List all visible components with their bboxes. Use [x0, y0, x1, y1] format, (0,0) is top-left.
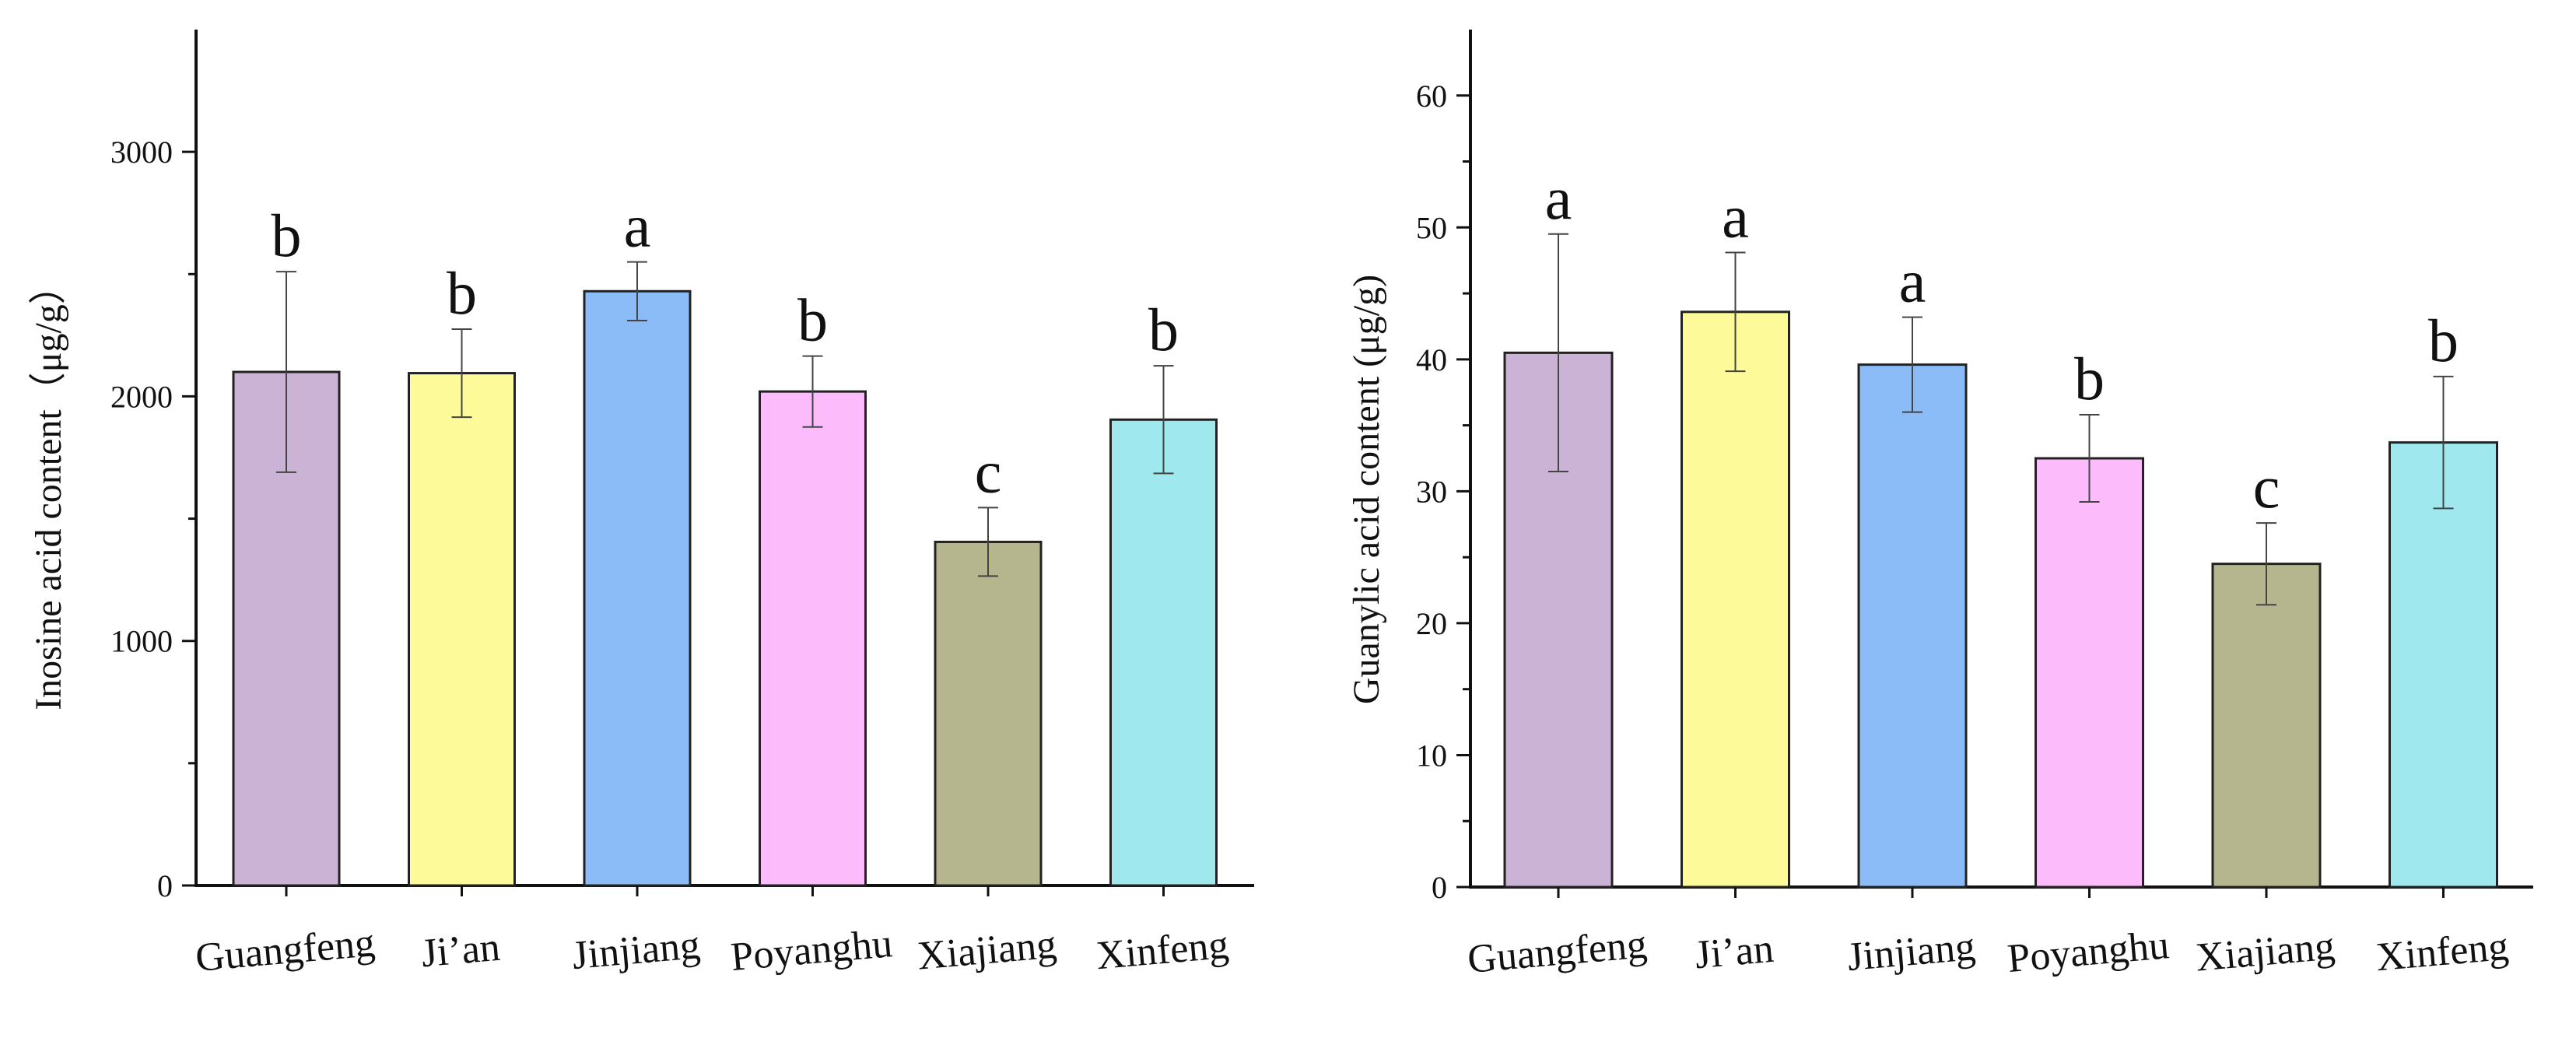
inosine-acid-chart: 0 1000 2000 3000 Inosine acid content（μg/g） b… [28, 30, 1254, 980]
y-axis-title: Guanylic acid content (μg/g) [1346, 275, 1387, 704]
significance-letter: a [1545, 164, 1572, 232]
bar [408, 372, 516, 887]
y-axis-title: Inosine acid content（μg/g） [28, 267, 69, 710]
y-tick-label: 1000 [110, 624, 173, 659]
significance-letter: c [975, 437, 1002, 505]
significance-letter: a [624, 192, 651, 260]
bar [2211, 563, 2322, 889]
x-category-label: Jinjiang [570, 923, 702, 978]
significance-letter: b [797, 286, 828, 354]
x-category-label: Jinjiang [1845, 924, 1977, 980]
guanylic-acid-chart: 0 10 20 30 40 50 60 Guanylic acid content (μg/g… [1346, 30, 2533, 982]
x-category-label: Ji’an [1693, 927, 1775, 978]
x-category-label: Poyanghu [2006, 923, 2171, 981]
x-category-label: Xinfeng [1095, 923, 1231, 979]
y-tick-label: 20 [1416, 606, 1447, 641]
x-category-label: Xiajiang [2194, 924, 2336, 980]
significance-letter: b [2074, 345, 2105, 412]
bar [583, 289, 692, 887]
bar [934, 540, 1043, 887]
x-category-label: Xiajiang [916, 922, 1058, 978]
significance-letter: b [447, 259, 477, 327]
significance-letter: a [1722, 183, 1749, 251]
y-tick-label: 3000 [110, 135, 173, 170]
y-tick-label: 2000 [110, 379, 173, 414]
significance-letter: b [1148, 296, 1179, 363]
y-tick-label: 0 [1432, 870, 1447, 905]
x-category-label: Ji’an [419, 925, 502, 977]
significance-letter: c [2253, 453, 2280, 521]
x-category-label: Guangfeng [194, 921, 377, 980]
bar [1109, 418, 1218, 887]
y-tick-label: 40 [1416, 342, 1447, 377]
y-tick-label: 60 [1416, 79, 1447, 114]
y-tick-label: 50 [1416, 210, 1447, 245]
significance-letter: b [2428, 307, 2459, 374]
significance-letter: a [1899, 247, 1926, 315]
x-category-label: Guangfeng [1466, 922, 1649, 982]
y-tick-label: 30 [1416, 474, 1447, 509]
bar [1681, 310, 1790, 889]
x-category-label: Xinfeng [2374, 924, 2511, 980]
bar [1857, 363, 1968, 889]
y-tick-label: 0 [157, 868, 173, 903]
x-category-label: Poyanghu [729, 921, 894, 980]
bar [2388, 441, 2498, 889]
bar [2035, 457, 2144, 889]
significance-letter: b [272, 202, 302, 269]
bar [759, 390, 867, 887]
y-tick-label: 10 [1416, 738, 1447, 773]
